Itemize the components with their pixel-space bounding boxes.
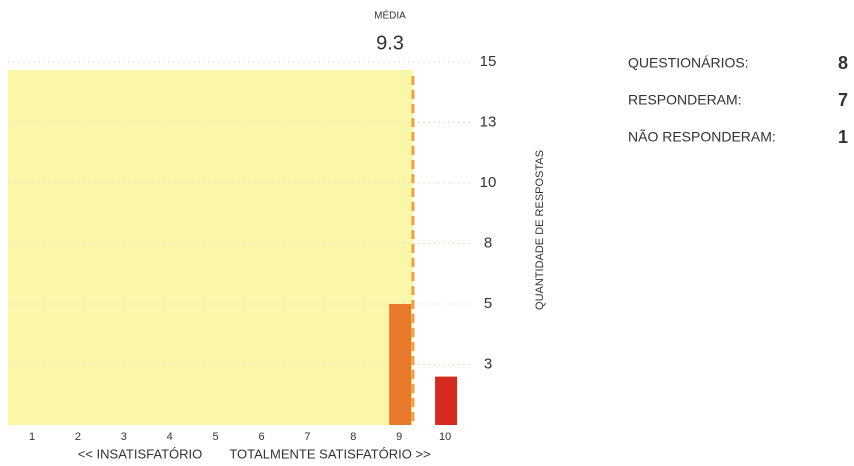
x-label-right: TOTALMENTE SATISFATÓRIO >> [229, 446, 430, 461]
x-label-left: << INSATISFATÓRIO [78, 446, 203, 461]
y-tick-label: 3 [484, 355, 492, 372]
x-tick-label: 8 [350, 431, 356, 443]
y-tick-label: 15 [480, 53, 497, 70]
x-tick-label: 7 [304, 431, 310, 443]
bar [435, 376, 458, 425]
summary-label: NÃO RESPONDERAM: [628, 129, 776, 145]
x-tick-label: 9 [396, 431, 402, 443]
summary-label: QUESTIONÁRIOS: [628, 55, 749, 71]
y-axis-title: QUANTIDADE DE RESPOSTAS [534, 150, 546, 310]
mean-label: MÉDIA [374, 9, 406, 22]
y-tick-label: 5 [484, 295, 492, 312]
x-tick-label: 4 [167, 431, 173, 443]
summary-label: RESPONDERAM: [628, 92, 742, 108]
x-tick-label: 6 [258, 431, 264, 443]
mean-value: 9.3 [376, 32, 404, 54]
summary-value: 7 [838, 90, 848, 110]
bar [389, 304, 412, 425]
mean-shade [8, 70, 413, 425]
x-tick-label: 5 [213, 431, 219, 443]
y-tick-label: 13 [480, 113, 497, 130]
summary-value: 8 [838, 53, 848, 73]
x-tick-label: 2 [75, 431, 81, 443]
x-tick-label: 10 [439, 431, 451, 443]
x-tick-label: 3 [121, 431, 127, 443]
summary-value: 1 [838, 127, 848, 147]
y-tick-label: 8 [484, 234, 492, 251]
y-tick-label: 10 [480, 174, 497, 191]
x-tick-label: 1 [29, 431, 35, 443]
